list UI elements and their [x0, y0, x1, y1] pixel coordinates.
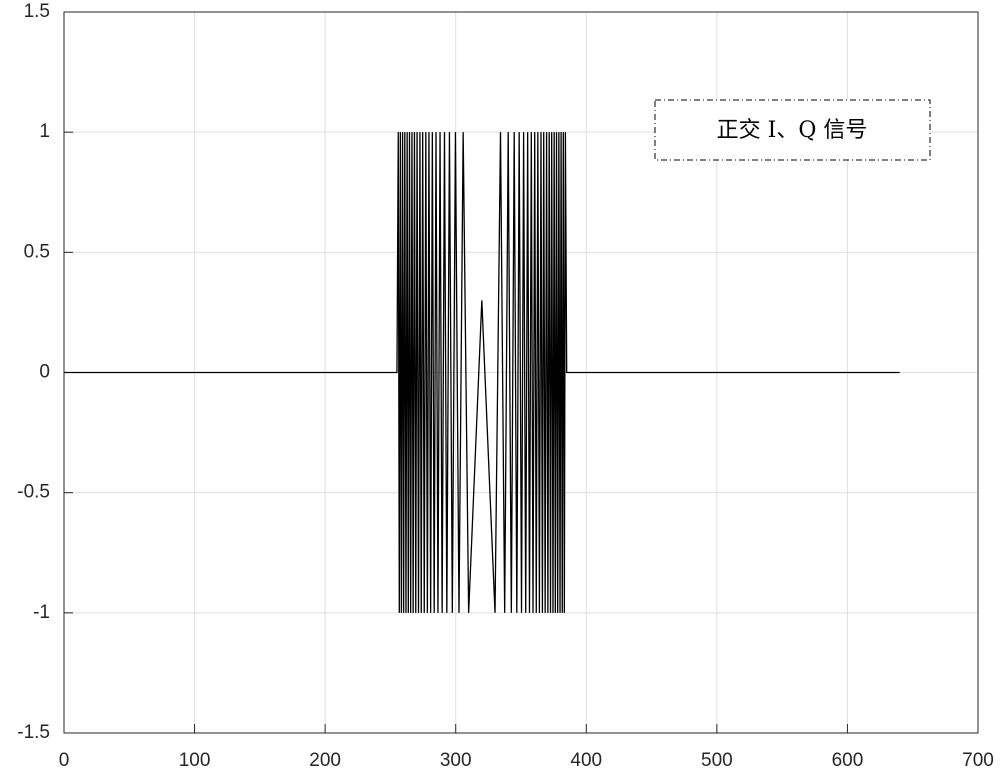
- x-tick-label: 400: [570, 750, 602, 771]
- y-tick-label: -1.5: [17, 722, 50, 743]
- x-tick-label: 700: [962, 750, 994, 771]
- y-tick-label: 0.5: [24, 241, 50, 262]
- signal-line: [64, 132, 900, 613]
- x-tick-label: 300: [440, 750, 472, 771]
- y-tick-label: -1: [33, 602, 50, 623]
- annotation: 正交 I、Q 信号: [717, 118, 868, 143]
- y-tick-label: 0: [39, 362, 50, 383]
- x-tick-label: 100: [179, 750, 211, 771]
- x-tick-label: 200: [309, 750, 341, 771]
- annotation-box: [654, 99, 931, 161]
- x-tick-label: 0: [59, 750, 70, 771]
- y-tick-label: 1.5: [24, 1, 50, 22]
- x-tick-label: 500: [701, 750, 733, 771]
- y-tick-label: -0.5: [17, 482, 50, 503]
- y-tick-label: 1: [39, 121, 50, 142]
- x-tick-label: 600: [832, 750, 864, 771]
